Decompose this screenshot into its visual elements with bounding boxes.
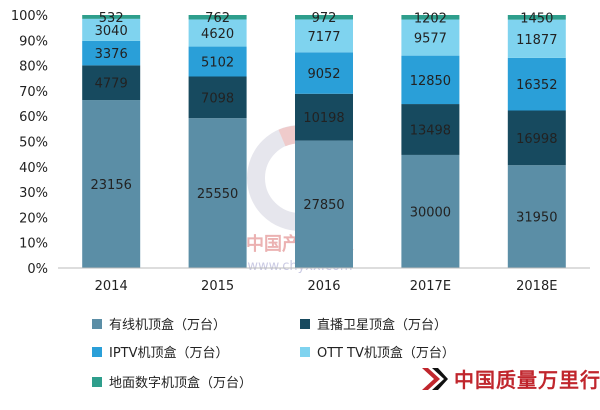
bar-segment-2014-s3 xyxy=(82,18,141,41)
legend-label: OTT TV机顶盒（万台） xyxy=(317,346,455,361)
legend-item: 有线机顶盒（万台） xyxy=(92,314,226,333)
y-tick-label: 40% xyxy=(19,161,48,176)
data-label: 31950 xyxy=(516,211,557,226)
data-label: 7177 xyxy=(307,30,340,45)
bar-segment-2014-s4 xyxy=(82,15,141,19)
bar-segment-2018E-s2 xyxy=(507,57,566,111)
data-label: 3040 xyxy=(95,24,128,39)
data-label: 13498 xyxy=(410,123,451,138)
legend-swatch xyxy=(92,318,102,329)
data-label: 30000 xyxy=(410,205,451,220)
y-tick-label: 100% xyxy=(11,9,48,24)
bar-segment-2017E-s2 xyxy=(401,55,460,105)
data-label: 11877 xyxy=(516,33,557,48)
data-label: 972 xyxy=(312,11,337,26)
y-tick-label: 60% xyxy=(19,110,48,125)
legend-swatch xyxy=(300,346,310,357)
data-label: 762 xyxy=(205,11,230,26)
bar-segment-2014-s0 xyxy=(82,100,141,269)
data-label: 3376 xyxy=(95,47,128,62)
y-tick-label: 20% xyxy=(19,211,48,226)
data-label: 4779 xyxy=(95,77,128,92)
x-tick-label: 2017E xyxy=(410,279,451,294)
legend-swatch xyxy=(92,346,102,357)
y-tick-label: 50% xyxy=(19,136,48,151)
x-tick-label: 2015 xyxy=(201,279,234,294)
bar-segment-2018E-s1 xyxy=(507,110,566,166)
bar-segment-2014-s2 xyxy=(82,40,141,66)
y-tick-label: 80% xyxy=(19,60,48,75)
data-label: 10198 xyxy=(303,111,344,126)
x-axis: 2014 2015 2016 2017E 2018E xyxy=(58,267,590,294)
brand-mark-icon xyxy=(422,367,448,390)
data-label: 12850 xyxy=(410,74,451,89)
bar-segment-2015-s4 xyxy=(188,15,247,20)
x-tick-label: 2016 xyxy=(307,279,340,294)
legend-item: IPTV机顶盒（万台） xyxy=(92,342,229,361)
data-label: 7098 xyxy=(201,91,234,106)
data-label: 1202 xyxy=(414,11,447,26)
x-tick-label: 2018E xyxy=(516,279,557,294)
bar-segment-2015-s3 xyxy=(188,19,247,47)
legend-label: 直播卫星顶盒（万台） xyxy=(317,318,448,333)
bar-2017E: 30000 13498 12850 9577 1202 xyxy=(401,11,460,268)
bar-segment-2016-s1 xyxy=(295,93,353,141)
data-label: 16352 xyxy=(516,78,557,93)
legend-label: 地面数字机顶盒（万台） xyxy=(109,376,253,391)
y-tick-label: 30% xyxy=(19,186,48,201)
legend-swatch xyxy=(92,376,102,387)
bar-segment-2015-s2 xyxy=(188,46,247,77)
data-label: 9577 xyxy=(414,32,447,47)
bar-segment-2017E-s4 xyxy=(401,15,460,20)
legend: 有线机顶盒（万台） 直播卫星顶盒（万台） IPTV机顶盒（万台） OTT TV机顶盒（… xyxy=(0,300,600,410)
legend-item: 直播卫星顶盒（万台） xyxy=(300,314,447,333)
bar-2016: 27850 10198 9052 7177 972 xyxy=(295,11,353,268)
legend-item: 地面数字机顶盒（万台） xyxy=(92,372,252,391)
x-tick-label: 2014 xyxy=(95,279,128,294)
y-tick-label: 90% xyxy=(19,34,48,49)
bar-segment-2016-s2 xyxy=(295,52,353,94)
data-label: 1450 xyxy=(520,11,553,26)
y-axis: 0% 10% 20% 30% 40% 50% 60% 70% 80% 90% 100% xyxy=(11,9,48,277)
bar-segment-2017E-s1 xyxy=(401,104,460,155)
bar-segment-2017E-s0 xyxy=(401,154,460,268)
data-label: 4620 xyxy=(201,27,234,42)
y-tick-label: 10% xyxy=(19,237,48,252)
data-label: 25550 xyxy=(197,187,238,202)
legend-item: OTT TV机顶盒（万台） xyxy=(300,342,455,361)
bar-segment-2016-s4 xyxy=(295,15,353,20)
bar-segment-2016-s0 xyxy=(295,140,353,268)
bar-segment-2018E-s0 xyxy=(507,165,566,268)
bar-segment-2017E-s3 xyxy=(401,19,460,56)
bar-segment-2018E-s3 xyxy=(507,19,566,58)
y-tick-label: 70% xyxy=(19,85,48,100)
bar-segment-2014-s1 xyxy=(82,65,141,101)
brand-text: 中国质量万里行 xyxy=(454,368,600,392)
bar-segment-2018E-s4 xyxy=(507,15,566,20)
y-tick-label: 0% xyxy=(27,262,48,277)
data-label: 532 xyxy=(99,11,124,26)
bar-segment-2015-s1 xyxy=(188,76,247,119)
brand-logo: 中国质量万里行 xyxy=(420,364,600,393)
data-label: 27850 xyxy=(303,198,344,213)
data-label: 5102 xyxy=(201,56,234,71)
data-label: 23156 xyxy=(91,178,132,193)
bar-segment-2016-s3 xyxy=(295,19,353,53)
stacked-percent-bar-chart: 中国产业信息 www.chyxx.com 2315647793376304053… xyxy=(11,9,590,294)
legend-swatch xyxy=(300,318,310,329)
legend-label: IPTV机顶盒（万台） xyxy=(109,346,229,361)
bar-2018E: 31950 16998 16352 11877 1450 xyxy=(507,11,566,268)
bar-segment-2015-s0 xyxy=(188,118,247,268)
legend-label: 有线机顶盒（万台） xyxy=(109,318,227,333)
data-label: 9052 xyxy=(307,67,340,82)
data-label: 16998 xyxy=(516,132,557,147)
